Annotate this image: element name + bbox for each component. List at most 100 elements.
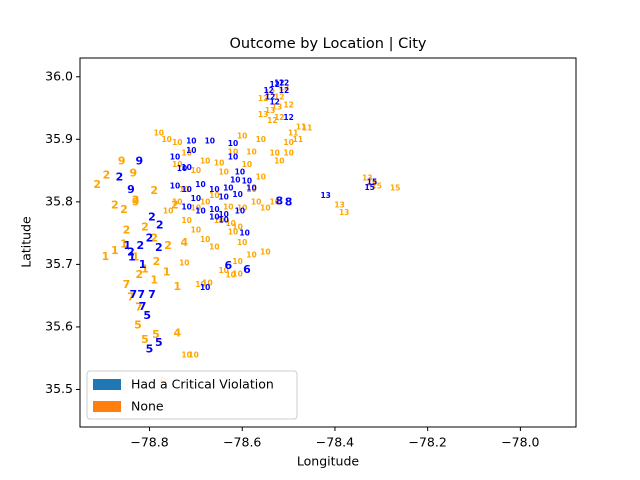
legend-label-none: None — [131, 399, 164, 414]
scatter-point-none: 10 — [181, 351, 191, 360]
scatter-point-none: 13 — [265, 106, 275, 115]
scatter-point-none: 1 — [120, 237, 128, 250]
legend-label-critical: Had a Critical Violation — [131, 377, 274, 392]
scatter-point-critical: 10 — [181, 163, 191, 172]
y-tick-label: 36.0 — [45, 68, 73, 83]
plot-frame — [79, 57, 577, 428]
scatter-point-critical: 10 — [181, 202, 191, 211]
scatter-point-none: 10 — [191, 226, 201, 235]
scatter-point-none: 10 — [172, 197, 182, 206]
x-tick-label: −78.2 — [409, 435, 447, 450]
scatter-point-none: 2 — [123, 224, 131, 237]
scatter-point-critical: 8 — [285, 195, 293, 208]
scatter-point-none: 10 — [154, 129, 164, 138]
y-axis-label: Latitude — [19, 216, 34, 268]
scatter-point-critical: 7 — [148, 288, 156, 301]
scatter-point-critical: 10 — [218, 192, 228, 201]
scatter-point-critical: 10 — [195, 207, 205, 216]
scatter-point-none: 10 — [218, 266, 228, 275]
scatter-point-none: 10 — [200, 197, 210, 206]
x-axis-label: Longitude — [297, 454, 359, 469]
scatter-point-critical: 1 — [128, 250, 136, 263]
legend: Had a Critical Violation None — [86, 370, 298, 420]
scatter-point-none: 9 — [132, 195, 140, 208]
scatter-point-none: 10 — [260, 247, 270, 256]
scatter-point-critical: 2 — [136, 239, 144, 252]
scatter-point-none: 2 — [150, 232, 158, 245]
scatter-point-none: 10 — [191, 166, 201, 175]
scatter-point-none: 10 — [209, 242, 219, 251]
x-tick-label: −78.8 — [130, 435, 168, 450]
scatter-point-none: 9 — [118, 155, 126, 168]
scatter-point-none: 12 — [274, 92, 284, 101]
scatter-point-none: 10 — [237, 238, 247, 247]
scatter-point-none: 15 — [390, 184, 400, 193]
legend-swatch-critical — [93, 379, 121, 390]
scatter-point-none: 10 — [179, 185, 189, 194]
y-tick-label: 35.8 — [45, 193, 73, 208]
scatter-point-none: 10 — [163, 207, 173, 216]
scatter-point-none: 10 — [232, 269, 242, 278]
scatter-point-none: 2 — [164, 239, 172, 252]
scatter-point-none: 2 — [111, 199, 119, 212]
scatter-point-none: 11 — [302, 124, 312, 133]
x-tick-label: −78.4 — [316, 435, 354, 450]
scatter-point-critical: 10 — [230, 176, 240, 185]
scatter-point-none: 12 — [283, 100, 293, 109]
scatter-point-none: 10 — [283, 149, 293, 158]
scatter-point-none: 10 — [251, 197, 261, 206]
scatter-point-critical: 10 — [228, 139, 238, 148]
scatter-point-none: 1 — [163, 265, 171, 278]
scatter-point-critical: 6 — [243, 263, 251, 276]
scatter-point-critical: 10 — [170, 182, 180, 191]
scatter-point-none: 12 — [258, 94, 268, 103]
scatter-point-critical: 2 — [127, 245, 135, 258]
scatter-point-critical: 10 — [186, 146, 196, 155]
scatter-point-none: 10 — [283, 138, 293, 147]
scatter-point-none: 10 — [214, 159, 224, 168]
scatter-point-none: 5 — [134, 319, 142, 332]
scatter-point-critical: 10 — [209, 212, 219, 221]
scatter-point-none: 2 — [141, 220, 149, 233]
scatter-point-none: 13 — [367, 179, 377, 188]
scatter-point-none: 10 — [202, 279, 212, 288]
scatter-point-none: 10 — [256, 172, 266, 181]
scatter-point-critical: 10 — [209, 185, 219, 194]
scatter-point-none: 13 — [339, 208, 349, 217]
scatter-point-none: 1 — [132, 250, 140, 263]
scatter-point-none: 10 — [200, 235, 210, 244]
scatter-point-none: 2 — [135, 268, 143, 281]
scatter-point-critical: 13 — [320, 191, 330, 200]
scatter-point-critical: 12 — [279, 79, 289, 88]
scatter-point-none: 10 — [218, 167, 228, 176]
scatter-point-critical: 10 — [223, 184, 233, 193]
scatter-point-none: 10 — [237, 204, 247, 213]
scatter-point-critical: 12 — [265, 92, 275, 101]
legend-swatch-none — [93, 401, 121, 412]
scatter-point-none: 10 — [172, 160, 182, 169]
scatter-point-none: 10 — [246, 185, 256, 194]
scatter-point-critical: 10 — [246, 184, 256, 193]
scatter-point-critical: 6 — [224, 259, 232, 272]
scatter-point-none: 1 — [102, 250, 110, 263]
scatter-point-none: 2 — [93, 178, 101, 191]
scatter-point-none: 10 — [209, 191, 219, 200]
scatter-point-none: 12 — [274, 113, 284, 122]
scatter-point-none: 7 — [135, 300, 143, 313]
scatter-point-none: 2 — [103, 169, 111, 182]
scatter-point-none: 10 — [161, 135, 171, 144]
scatter-point-none: 12 — [267, 116, 277, 125]
scatter-point-none: 2 — [171, 199, 179, 212]
scatter-point-critical: 7 — [129, 288, 137, 301]
scatter-point-critical: 10 — [235, 167, 245, 176]
scatter-point-none: 10 — [225, 219, 235, 228]
scatter-point-critical: 10 — [242, 177, 252, 186]
scatter-point-none: 13 — [258, 110, 268, 119]
y-tick-label: 35.7 — [45, 256, 73, 271]
scatter-point-critical: 5 — [146, 342, 154, 355]
scatter-point-critical: 2 — [146, 232, 154, 245]
scatter-point-critical: 10 — [191, 194, 201, 203]
scatter-point-none: 10 — [195, 280, 205, 289]
scatter-point-critical: 9 — [127, 183, 135, 196]
